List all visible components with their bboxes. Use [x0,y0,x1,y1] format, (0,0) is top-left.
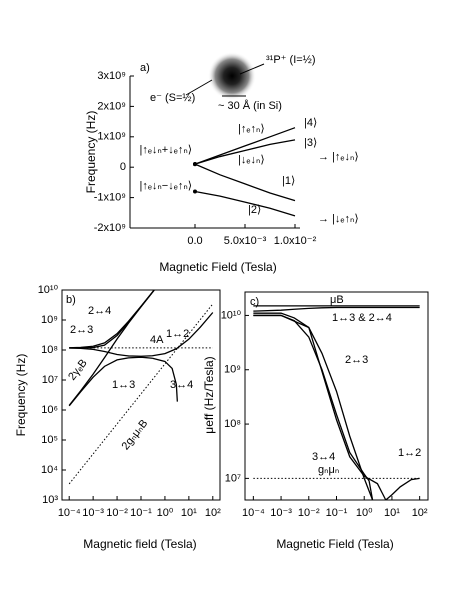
wavefunction-cloud [208,52,256,100]
x-tick-label: 10⁻² [106,507,128,519]
x-tick-label: 10¹ [384,507,400,519]
series-label: 1↔2 [166,328,189,340]
annotation: → |↓ₑ↑ₙ⟩ [318,213,359,225]
x-tick-label: 10⁻³ [82,507,104,519]
annotation: |↑ₑ↓ₙ−↓ₑ↑ₙ⟩ [139,180,192,192]
y-tick-label: 10⁴ [41,464,58,476]
series-label: 2γₑB [66,357,90,383]
level-dot [193,162,197,167]
y-tick-label: 10¹⁰ [38,284,59,296]
annotation: |↑ₑ↑ₙ⟩ [238,123,265,135]
y-tick-label: 3x10⁹ [97,70,126,82]
series-line [152,357,178,402]
x-tick-label: 10⁻⁴ [242,507,265,519]
y-tick-label: 0 [120,161,126,173]
series-label: 4A [150,334,164,346]
annotation: e⁻ (S=½) [150,92,195,104]
series-label: |3⟩ [304,137,317,149]
y-tick-label: 10¹⁰ [221,309,242,321]
series-line [68,356,153,407]
y-tick-label: -1x10⁹ [94,192,126,204]
series-label: |4⟩ [304,117,317,129]
series-line [194,127,296,165]
chart-1: 10⁻⁴ 10⁻³ 10⁻² 10⁻¹ 10⁰ 10¹ 10² 10³ 10⁴ 10⁵ 10⁶ 10⁷… [14,284,221,551]
series-line [194,163,296,202]
series-line [194,139,296,165]
series-label: 2gₙμₙB [120,418,151,453]
x-tick-label: 5.0x10⁻³ [224,235,267,247]
series-line [253,312,374,500]
series-label: |1⟩ [282,175,295,187]
x-tick-label: 1.0x10⁻² [274,235,317,247]
arrow [185,79,213,96]
plot-frame [61,289,221,501]
y-axis-label: μeff (Hz/Tesla) [202,356,216,433]
y-tick-label: 10⁶ [41,404,58,416]
series-line [68,290,156,406]
series-line [253,306,420,312]
series-label: 1↔3 [112,379,135,391]
x-tick-label: 10⁻² [298,507,320,519]
arrow [239,63,265,75]
chart-0: 0.0 5.0x10⁻³ 1.0x10⁻² 3x10⁹ 2x10⁹ 1x10⁹ 0 -1x10… [84,54,359,274]
y-tick-label: 10⁹ [41,314,58,326]
chart-2: 10⁻⁴ 10⁻³ 10⁻² 10⁻¹ 10⁰ 10¹ 10² 10⁷ 10⁸ 10⁹ 10¹⁰ Ma… [202,291,429,551]
annotation: ³¹P⁺ (I=½) [266,54,316,66]
x-tick-label: 10⁻¹ [130,507,152,519]
series-label: 3↔4 [312,451,335,463]
y-tick-label: 1x10⁹ [97,131,126,143]
annotation: ~ 30 Å (in Si) [218,99,282,112]
x-tick-label: 10² [205,507,221,519]
series-label: |2⟩ [248,204,261,216]
annotation: c) [250,296,259,308]
x-tick-label: 0.0 [187,235,202,247]
y-tick-label: 10⁹ [224,364,241,376]
series-line [69,312,214,357]
y-tick-label: 2x10⁹ [97,100,126,112]
y-tick-label: 10⁸ [224,418,241,430]
series-label: 2↔3 [345,354,368,366]
y-tick-label: -2x10⁹ [94,222,126,234]
annotation: b) [66,294,76,306]
annotation: |↑ₑ↓ₙ+↓ₑ↑ₙ⟩ [139,144,192,156]
annotation: |↓ₑ↓ₙ⟩ [238,154,265,166]
annotation: a) [140,62,150,74]
series-line [253,314,420,500]
y-axis-label: Frequency (Hz) [84,111,98,194]
x-axis-label: Magnetic field (Tesla) [83,537,196,551]
x-tick-label: 10² [412,507,428,519]
x-tick-label: 10⁻³ [270,507,292,519]
series-label: 2↔4 [88,305,111,317]
x-tick-label: 10¹ [181,507,197,519]
x-axis-label: Magnetic Field (Tesla) [276,537,393,551]
y-tick-label: 10⁸ [41,344,58,356]
series-label: μB [330,294,344,306]
x-tick-label: 10⁰ [356,507,373,519]
x-tick-label: 10⁻⁴ [58,507,81,519]
x-axis-label: Magnetic Field (Tesla) [159,260,276,274]
series-label: 2↔3 [70,324,93,336]
y-tick-label: 10⁷ [42,374,58,386]
series-label: 1↔2 [398,447,421,459]
y-tick-label: 10³ [42,494,58,506]
series-label: gₙμₙ [318,464,339,476]
series-line [194,190,296,217]
y-axis-label: Frequency (Hz) [14,354,28,437]
level-dot [193,189,197,194]
x-tick-label: 10⁰ [157,507,174,519]
annotation: → |↑ₑ↓ₙ⟩ [318,151,359,163]
y-tick-label: 10⁵ [41,434,58,446]
series-label: 3↔4 [170,379,193,391]
x-tick-label: 10⁻¹ [326,507,348,519]
y-tick-label: 10⁷ [225,472,241,484]
series-label: 1↔3 & 2↔4 [332,312,392,324]
